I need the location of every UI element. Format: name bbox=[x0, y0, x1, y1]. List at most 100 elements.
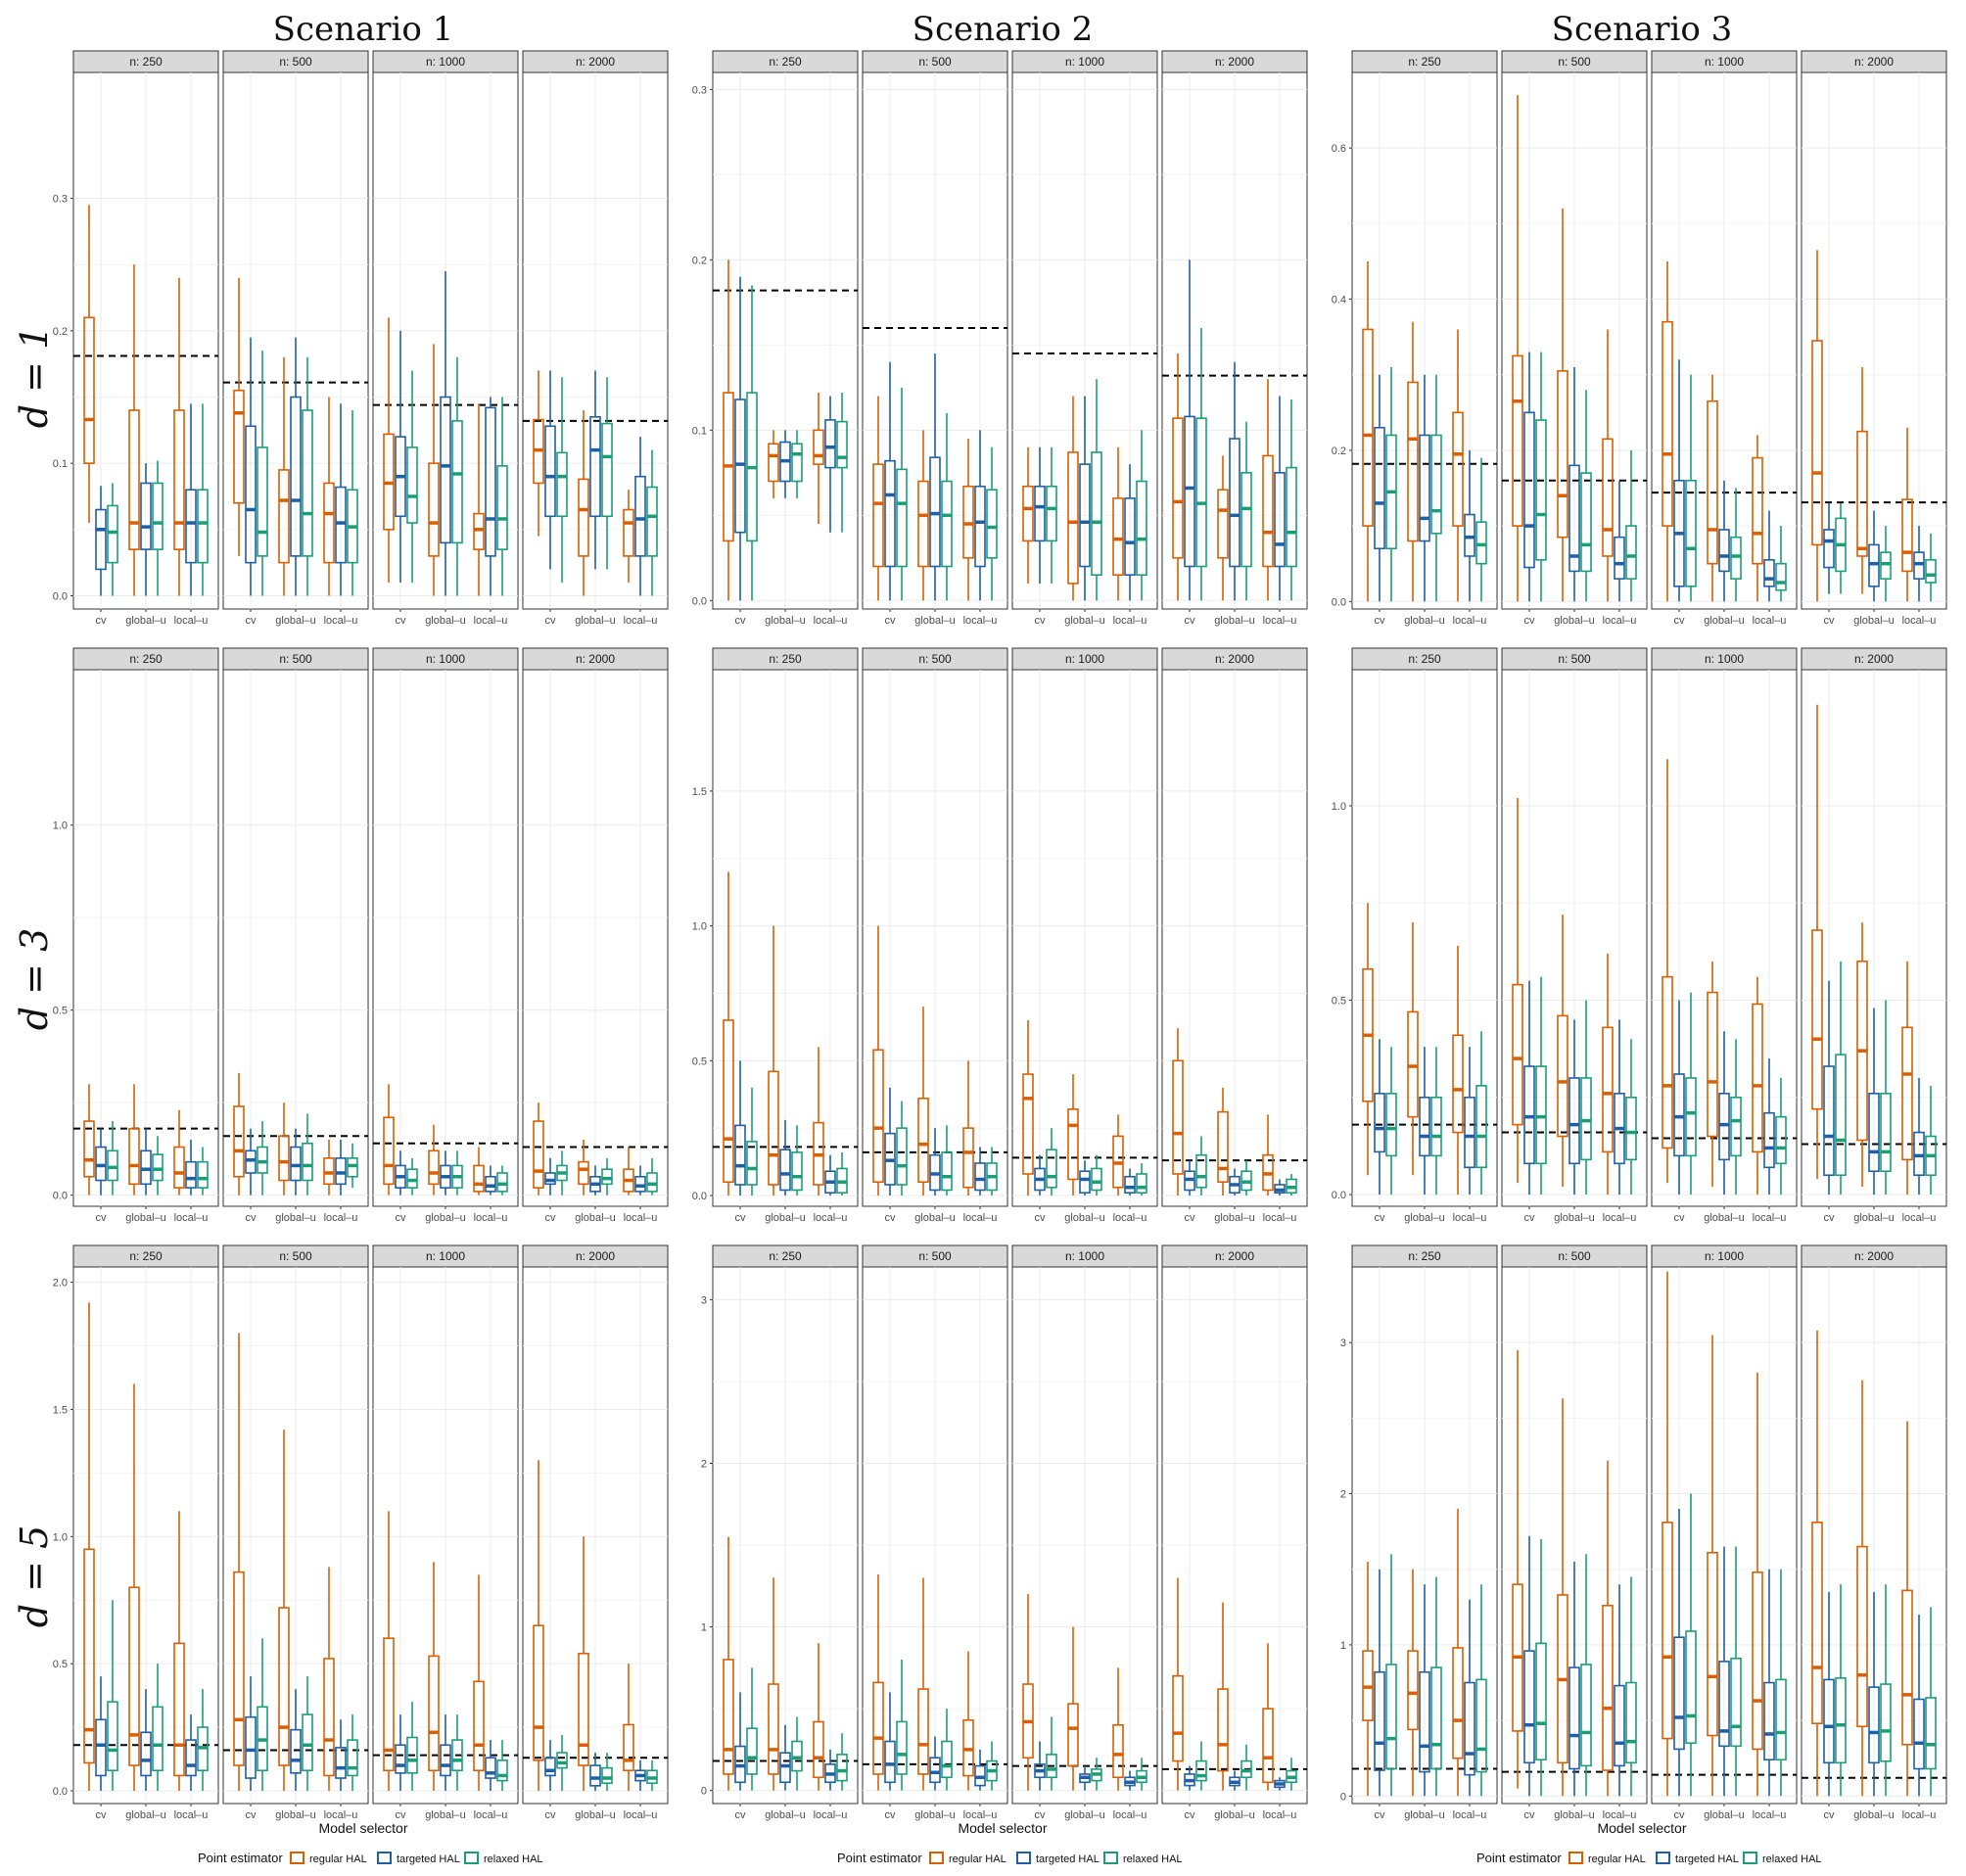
box-relaxed-hal bbox=[1240, 1160, 1252, 1196]
x-tick-label: cv bbox=[1375, 1809, 1386, 1821]
box-body bbox=[1718, 1093, 1730, 1161]
box-body bbox=[428, 1149, 440, 1186]
box-body bbox=[836, 1754, 848, 1782]
box-relaxed-hal bbox=[986, 1147, 998, 1196]
box-body bbox=[95, 1718, 107, 1777]
box-regular-hal bbox=[1811, 1330, 1823, 1797]
box-regular-hal bbox=[533, 1102, 544, 1196]
box-body bbox=[1913, 1131, 1925, 1177]
x-tick-label: global–u bbox=[1554, 1212, 1595, 1224]
box-targeted-hal bbox=[1374, 374, 1385, 602]
facet-strip-label: n: 500 bbox=[1558, 55, 1591, 69]
box-relaxed-hal bbox=[1385, 1554, 1397, 1797]
box-relaxed-hal bbox=[1835, 961, 1847, 1196]
x-tick-label: global–u bbox=[275, 1809, 316, 1821]
box-targeted-hal bbox=[140, 1689, 152, 1792]
box-relaxed-hal bbox=[302, 1113, 313, 1196]
facet-panel: n: 1000 cv global–u local–u bbox=[1011, 50, 1158, 627]
box-targeted-hal bbox=[1568, 1019, 1580, 1196]
facet-strip-label: n: 500 bbox=[1558, 652, 1591, 666]
box-body bbox=[872, 1681, 884, 1775]
box-body bbox=[544, 1172, 556, 1186]
box-body bbox=[1022, 1073, 1034, 1175]
box-regular-hal bbox=[533, 1460, 544, 1792]
box-relaxed-hal bbox=[1195, 327, 1207, 601]
box-targeted-hal bbox=[95, 1128, 107, 1196]
box-body bbox=[768, 1070, 779, 1186]
box-regular-hal bbox=[813, 1643, 824, 1791]
box-targeted-hal bbox=[140, 1128, 152, 1196]
facet-panel: n: 500 cv global–u local–u bbox=[862, 50, 1008, 627]
box-body bbox=[496, 1172, 508, 1193]
x-tick-label: global–u bbox=[125, 615, 166, 627]
box-relaxed-hal bbox=[451, 1150, 463, 1196]
box-body bbox=[1835, 1054, 1847, 1177]
box-body bbox=[1452, 1034, 1464, 1134]
box-targeted-hal bbox=[485, 1165, 496, 1196]
box-targeted-hal bbox=[1568, 367, 1580, 602]
box-body bbox=[83, 316, 95, 464]
x-tick-label: local–u bbox=[174, 1809, 209, 1821]
box-body bbox=[1374, 1093, 1385, 1153]
box-body bbox=[1752, 1571, 1763, 1751]
x-tick-label: cv bbox=[1185, 615, 1196, 627]
x-tick-label: local–u bbox=[814, 615, 848, 627]
x-tick-label: global–u bbox=[575, 1809, 616, 1821]
box-regular-hal bbox=[1752, 1373, 1763, 1797]
facet-strip-label: n: 500 bbox=[279, 652, 312, 666]
box-regular-hal bbox=[1362, 1562, 1374, 1797]
box-targeted-hal bbox=[884, 1692, 896, 1791]
box-body bbox=[302, 1713, 313, 1772]
facet-strip-label: n: 2000 bbox=[1854, 1249, 1894, 1263]
box-body bbox=[128, 1127, 140, 1186]
titles-layer: Scenario 1 Scenario 2 Scenario 3 d = 1 d… bbox=[13, 10, 1732, 1836]
box-targeted-hal bbox=[1673, 359, 1685, 602]
x-tick-label: local–u bbox=[324, 615, 358, 627]
box-targeted-hal bbox=[1913, 526, 1925, 602]
y-tick-label: 0.3 bbox=[692, 84, 707, 96]
box-targeted-hal bbox=[929, 353, 941, 601]
x-tick-label: global–u bbox=[765, 1809, 806, 1821]
box-regular-hal bbox=[723, 259, 734, 601]
box-body bbox=[473, 1680, 485, 1772]
box-targeted-hal bbox=[1523, 1535, 1535, 1797]
facet-block: 0.0 0.5 1.0 n: 250 cv global–u local–u n: 500 cv… bbox=[1332, 647, 1947, 1224]
facet-strip-label: n: 250 bbox=[769, 1249, 802, 1263]
box-body bbox=[1580, 1077, 1592, 1161]
facet-panel: n: 250 cv global–u local–u bbox=[1351, 1244, 1498, 1821]
box-body bbox=[1374, 426, 1385, 550]
y-tick-label: 0.2 bbox=[1332, 446, 1346, 457]
box-body bbox=[1614, 1684, 1625, 1767]
facet-strip-label: n: 500 bbox=[279, 1249, 312, 1263]
box-body bbox=[1274, 472, 1286, 568]
facet-panel: n: 1000 cv global–u local–u bbox=[1651, 50, 1798, 627]
box-relaxed-hal bbox=[257, 351, 268, 596]
box-regular-hal bbox=[128, 1384, 140, 1792]
legend-title: Point estimator bbox=[198, 1851, 283, 1865]
x-tick-label: global–u bbox=[1704, 1212, 1745, 1224]
box-body bbox=[1775, 1115, 1787, 1165]
box-body bbox=[1823, 1065, 1835, 1177]
box-body bbox=[1475, 521, 1487, 565]
box-body bbox=[1901, 1589, 1913, 1746]
box-targeted-hal bbox=[335, 1139, 347, 1196]
legend-label-relaxed: relaxed HAL bbox=[484, 1853, 543, 1865]
box-regular-hal bbox=[1022, 1594, 1034, 1791]
box-regular-hal bbox=[1217, 455, 1229, 601]
box-relaxed-hal bbox=[1625, 1576, 1637, 1797]
box-targeted-hal bbox=[589, 1753, 601, 1792]
box-body bbox=[152, 482, 164, 550]
box-regular-hal bbox=[83, 205, 95, 524]
box-body bbox=[1868, 1093, 1880, 1173]
box-targeted-hal bbox=[290, 1689, 302, 1792]
box-body bbox=[245, 425, 257, 564]
y-tick-label: 1 bbox=[701, 1622, 707, 1634]
box-relaxed-hal bbox=[556, 1734, 568, 1792]
legend-key-regular bbox=[1568, 1852, 1583, 1864]
x-tick-label: local–u bbox=[1263, 1809, 1297, 1821]
box-body bbox=[974, 485, 986, 568]
x-tick-label: local–u bbox=[1753, 1212, 1787, 1224]
box-targeted-hal bbox=[1718, 480, 1730, 602]
box-regular-hal bbox=[623, 490, 634, 583]
